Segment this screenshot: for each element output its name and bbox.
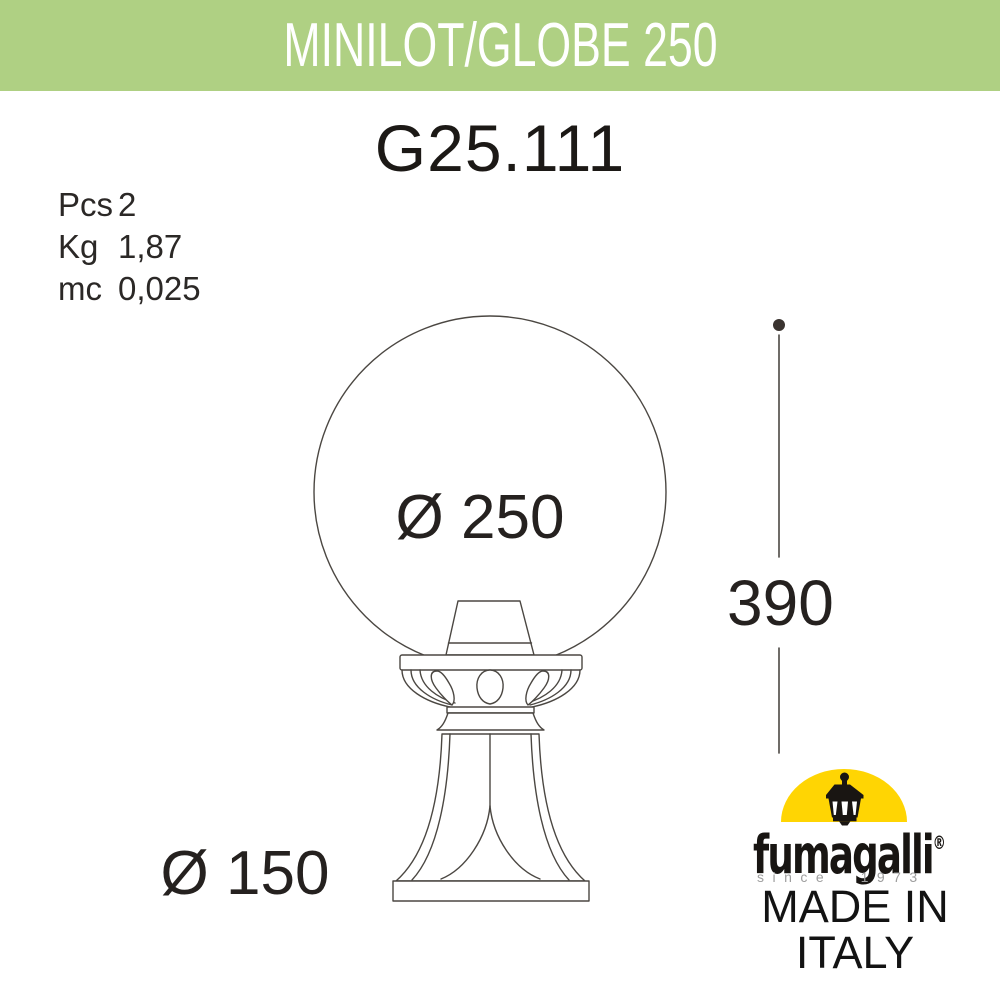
spec-row-kg: Kg 1,87 xyxy=(58,226,201,268)
height-label: 390 xyxy=(727,567,834,639)
fumagalli-logo: fumagalli® since 1973 MADE IN ITALY xyxy=(730,760,990,990)
spec-label: Pcs xyxy=(58,186,114,223)
specs-block: Pcs 2 Kg 1,87 mc 0,025 xyxy=(58,184,201,310)
globe-diameter-label: Ø 250 xyxy=(395,483,565,552)
made-in-italy: MADE IN ITALY xyxy=(738,884,972,976)
crown-arch xyxy=(430,670,455,706)
pedestal-collar xyxy=(399,654,583,671)
spec-value: 1,87 xyxy=(118,228,183,265)
pedestal-flare xyxy=(436,712,545,731)
brand-name: fumagalli xyxy=(753,824,935,887)
registered-mark: ® xyxy=(932,832,946,855)
crown-arch xyxy=(525,670,550,706)
spec-row-pcs: Pcs 2 xyxy=(58,184,201,226)
page-title: MINILOT/GLOBE 250 xyxy=(282,11,718,80)
spec-label: Kg xyxy=(58,228,99,265)
spec-value: 0,025 xyxy=(118,270,201,307)
base-plate xyxy=(392,880,590,902)
brand-tagline: since 1973 xyxy=(757,869,926,885)
height-dimension-line xyxy=(773,319,785,754)
spec-label: mc xyxy=(58,270,102,307)
globe-holder xyxy=(445,600,535,656)
lantern-icon xyxy=(826,772,864,826)
made-in-line1: MADE IN xyxy=(761,881,949,932)
crown-arch xyxy=(476,669,504,705)
product-code: G25.111 xyxy=(374,111,626,185)
brand-wordmark: fumagalli® xyxy=(753,817,946,882)
pedestal-waist xyxy=(446,706,535,714)
spec-row-mc: mc 0,025 xyxy=(58,268,201,310)
title-banner: MINILOT/GLOBE 250 xyxy=(0,0,1000,91)
spec-value: 2 xyxy=(118,186,137,223)
base-diameter-label: Ø 150 xyxy=(160,839,330,908)
made-in-line2: ITALY xyxy=(795,927,915,978)
